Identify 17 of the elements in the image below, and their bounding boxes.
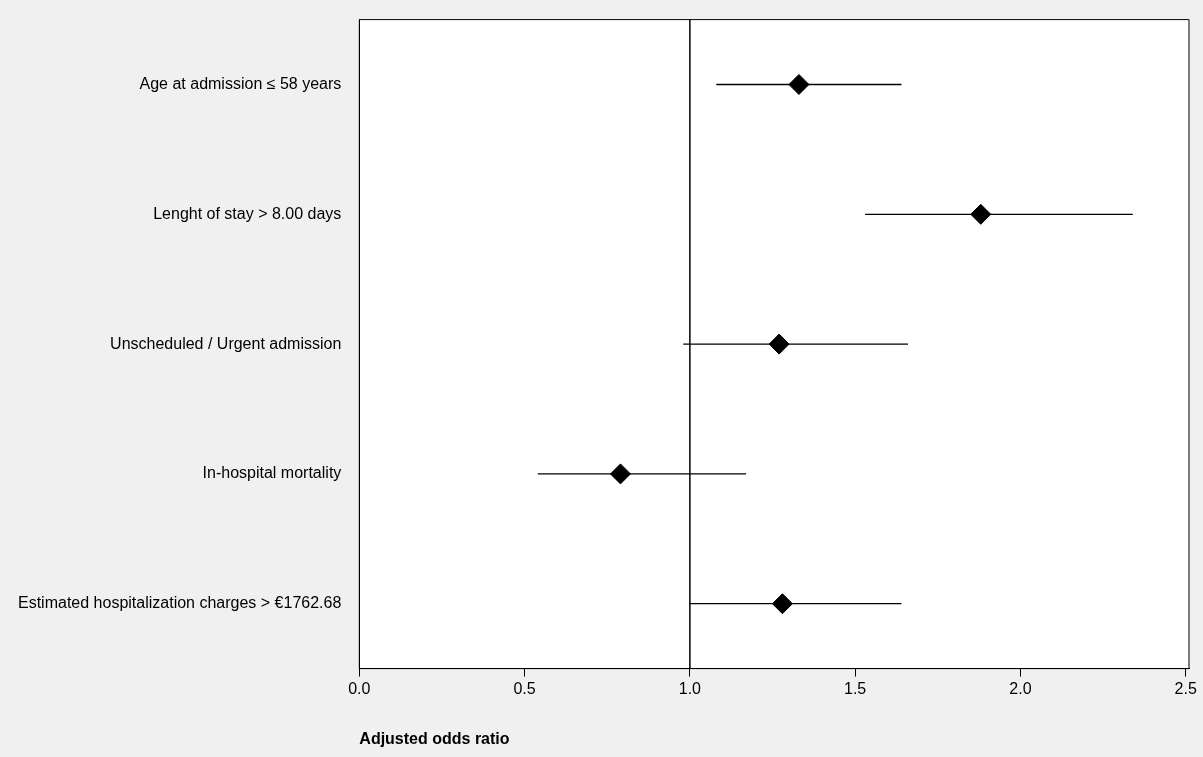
y-tick-label: Estimated hospitalization charges > €1762.68: [17, 594, 342, 612]
x-tick-label: 1.5: [844, 679, 867, 697]
point: [970, 203, 992, 225]
y-tick-label: Unscheduled / Urgent admission: [110, 334, 342, 352]
x-tick-label: 2.0: [1009, 679, 1032, 697]
point: [771, 593, 793, 615]
x-tick-label: 1.0: [678, 679, 702, 697]
point: [788, 74, 810, 95]
x-axis-title: Adjusted odds ratio: [359, 729, 510, 747]
x-tick-label: 2.5: [1174, 679, 1197, 697]
y-tick-label: Age at admission ≤ 58 years: [139, 74, 342, 92]
y-tick-label: Lenght of stay > 8.00 days: [153, 204, 342, 222]
x-tick-label: 0.5: [513, 679, 536, 697]
point: [609, 463, 631, 485]
point: [768, 333, 790, 355]
x-tick-label: 0.0: [348, 679, 371, 697]
y-tick-label: In-hospital mortality: [202, 464, 342, 482]
